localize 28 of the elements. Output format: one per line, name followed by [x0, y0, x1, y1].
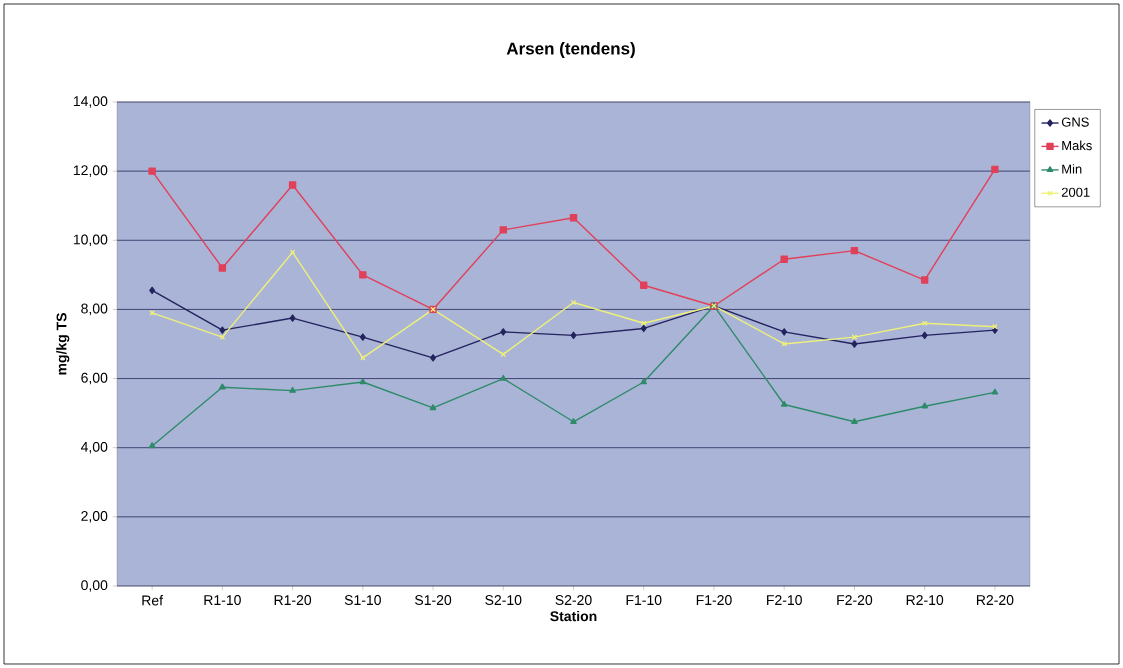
y-tick-label: 14,00 [73, 96, 108, 108]
x-tick-label: F2-20 [837, 595, 873, 606]
y-tick-label: 4,00 [80, 441, 108, 454]
y-tick-label: 6,00 [81, 372, 108, 385]
y-tick-label: 12,00 [73, 165, 108, 177]
legend-label: GNS [1061, 117, 1089, 127]
y-tick-label: 0,00 [81, 580, 108, 592]
x-tick-label: S1-10 [344, 595, 381, 606]
legend-label: 2001 [1061, 187, 1090, 197]
x-axis-title: Station [550, 610, 597, 622]
x-tick-label: Ref [142, 595, 164, 606]
y-tick-label: 8,00 [81, 303, 108, 316]
legend-label: Min [1062, 164, 1082, 174]
x-tick-label: R1-10 [204, 595, 241, 606]
x-tick-label: F1-10 [626, 595, 662, 606]
x-tick-label: F1-20 [696, 595, 732, 606]
x-tick-label: F2-10 [767, 595, 802, 606]
y-tick-label: 2,00 [81, 511, 108, 523]
y-axis-title: mg/kg TS [56, 313, 70, 375]
x-tick-label: R2-20 [976, 595, 1014, 606]
chart-title: Arsen (tendens) [506, 42, 635, 58]
legend-label: Maks [1062, 140, 1092, 151]
y-tick-label: 10,00 [73, 234, 108, 247]
x-tick-label: R1-20 [274, 595, 312, 606]
x-tick-label: R2-10 [906, 595, 944, 606]
x-tick-label: S2-20 [555, 595, 592, 606]
x-tick-label: S1-20 [415, 595, 452, 606]
x-tick-label: S2-10 [485, 595, 522, 606]
